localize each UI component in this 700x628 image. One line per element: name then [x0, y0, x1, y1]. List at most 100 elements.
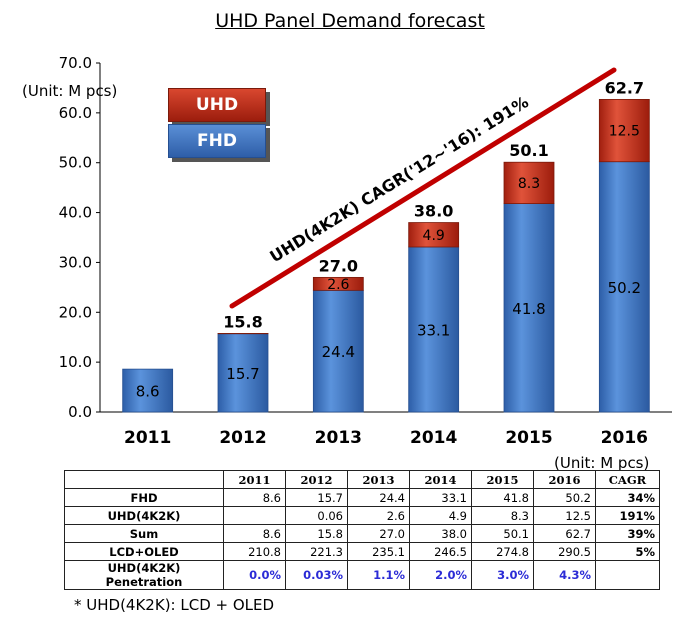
uhd-value-label: 4.9 [423, 228, 445, 244]
legend-fhd: FHD [168, 124, 266, 158]
table-cell: 4.9 [409, 506, 472, 525]
table-row-label: FHD [64, 488, 224, 507]
table-cell: 62.7 [533, 524, 596, 543]
table-cell: 210.8 [223, 542, 286, 561]
table-row: UHD(4K2K) Penetration 0.0% 0.03% 1.1% 2.0% 3.… [64, 560, 660, 590]
table-cell: 274.8 [471, 542, 534, 561]
table-cell: 0.0% [223, 560, 286, 590]
table-cell: 24.4 [347, 488, 410, 507]
cagr-annotation: UHD(4K2K) CAGR('12~'16): 191% [266, 92, 531, 266]
bar-uhd-2014 [408, 222, 460, 248]
fhd-value-label: 15.7 [226, 365, 259, 383]
table-cell [223, 506, 286, 525]
table-cell: 15.7 [285, 488, 348, 507]
table-cell: 3.0% [471, 560, 534, 590]
y-tick-label: 20.0 [59, 303, 92, 321]
table-cagr-cell: 5% [595, 542, 660, 561]
table-cell: 246.5 [409, 542, 472, 561]
table-cell: 2.0% [409, 560, 472, 590]
fhd-value-label: 33.1 [417, 321, 450, 339]
fhd-value-label: 8.6 [136, 383, 160, 401]
table-cagr-cell: 191% [595, 506, 660, 525]
table-cagr-cell: 34% [595, 488, 660, 507]
bar-fhd-2014 [408, 246, 460, 413]
total-value-label: 62.7 [605, 78, 644, 97]
x-tick-label: 2013 [315, 428, 362, 448]
table-cell: 41.8 [471, 488, 534, 507]
table-header-cell: 2013 [347, 470, 410, 489]
cagr-trend-line [229, 67, 617, 309]
data-table: 2011 2012 2013 2014 2015 2016 CAGR FHD 8.… [64, 470, 660, 590]
footnote: * UHD(4K2K): LCD + OLED [74, 596, 275, 614]
x-tick-label: 2012 [219, 428, 266, 448]
y-tick-label: 30.0 [59, 253, 92, 271]
uhd-value-label: 12.5 [609, 124, 640, 140]
bar-fhd-2011 [122, 368, 174, 413]
x-tick-label: 2014 [410, 428, 457, 448]
table-cell: 27.0 [347, 524, 410, 543]
table-row: LCD+OLED 210.8 221.3 235.1 246.5 274.8 290.5 5% [64, 542, 660, 561]
table-header-cell: 2011 [223, 470, 286, 489]
table-header-cell [64, 470, 224, 489]
fhd-value-label: 24.4 [322, 343, 355, 361]
table-header-cell: 2015 [471, 470, 534, 489]
table-cell: 12.5 [533, 506, 596, 525]
y-tick-label: 50.0 [59, 154, 92, 172]
y-tick-label: 0.0 [68, 403, 92, 421]
y-tick-label: 40.0 [59, 204, 92, 222]
uhd-value-label: 2.6 [327, 277, 349, 293]
table-header-row: 2011 2012 2013 2014 2015 2016 CAGR [64, 470, 660, 489]
table-cell: 235.1 [347, 542, 410, 561]
table-cell: 50.2 [533, 488, 596, 507]
fhd-value-label: 41.8 [512, 300, 545, 318]
table-header-cell: 2016 [533, 470, 596, 489]
legend-uhd: UHD [168, 88, 266, 122]
table-cell: 0.03% [285, 560, 348, 590]
y-tick-label: 10.0 [59, 353, 92, 371]
table-row: UHD(4K2K) 0.06 2.6 4.9 8.3 12.5 191% [64, 506, 660, 525]
table-cell: 33.1 [409, 488, 472, 507]
table-row-label: LCD+OLED [64, 542, 224, 561]
stacked-bar-chart: 0.0 10.0 20.0 30.0 40.0 50.0 60.0 70.0 8.6 2011 15… [59, 54, 672, 448]
table-unit-label: (Unit: M pcs) [554, 454, 650, 472]
total-value-label: 15.8 [223, 312, 262, 331]
table-cell: 8.6 [223, 488, 286, 507]
table-row-label: UHD(4K2K) [64, 506, 224, 525]
table-cagr-cell: 39% [595, 524, 660, 543]
bar-uhd-2016 [598, 98, 650, 163]
x-tick-label: 2011 [124, 428, 171, 448]
total-value-label: 38.0 [414, 202, 453, 221]
table-row: FHD 8.6 15.7 24.4 33.1 41.8 50.2 34% [64, 488, 660, 507]
table-cagr-cell [595, 560, 660, 590]
x-tick-label: 2015 [505, 428, 552, 448]
y-tick-label: 70.0 [59, 54, 92, 72]
table-cell: 290.5 [533, 542, 596, 561]
table-row-label: UHD(4K2K) Penetration [64, 560, 224, 590]
bar-fhd-2013 [312, 289, 364, 413]
table-cell: 221.3 [285, 542, 348, 561]
unit-label: (Unit: M pcs) [22, 82, 118, 100]
bar-uhd-2013 [312, 276, 364, 291]
table-cell: 38.0 [409, 524, 472, 543]
table-header-cell: CAGR [595, 470, 660, 489]
table-cell: 8.6 [223, 524, 286, 543]
fhd-value-label: 50.2 [608, 279, 641, 297]
total-value-label: 27.0 [319, 256, 358, 275]
chart-title: UHD Panel Demand forecast [215, 10, 485, 32]
table-row: Sum 8.6 15.8 27.0 38.0 50.1 62.7 39% [64, 524, 660, 543]
table-header-cell: 2012 [285, 470, 348, 489]
table-cell: 8.3 [471, 506, 534, 525]
uhd-value-label: 8.3 [518, 176, 540, 192]
bar-uhd-2015 [503, 161, 555, 204]
bar-fhd-2012 [217, 333, 269, 413]
table-cell: 1.1% [347, 560, 410, 590]
table-cell: 2.6 [347, 506, 410, 525]
table-cell: 50.1 [471, 524, 534, 543]
table-cell: 0.06 [285, 506, 348, 525]
table-row-label: Sum [64, 524, 224, 543]
table-cell: 4.3% [533, 560, 596, 590]
y-tick-label: 60.0 [59, 104, 92, 122]
x-tick-label: 2016 [601, 428, 648, 448]
table-header-cell: 2014 [409, 470, 472, 489]
total-value-label: 50.1 [509, 141, 548, 160]
